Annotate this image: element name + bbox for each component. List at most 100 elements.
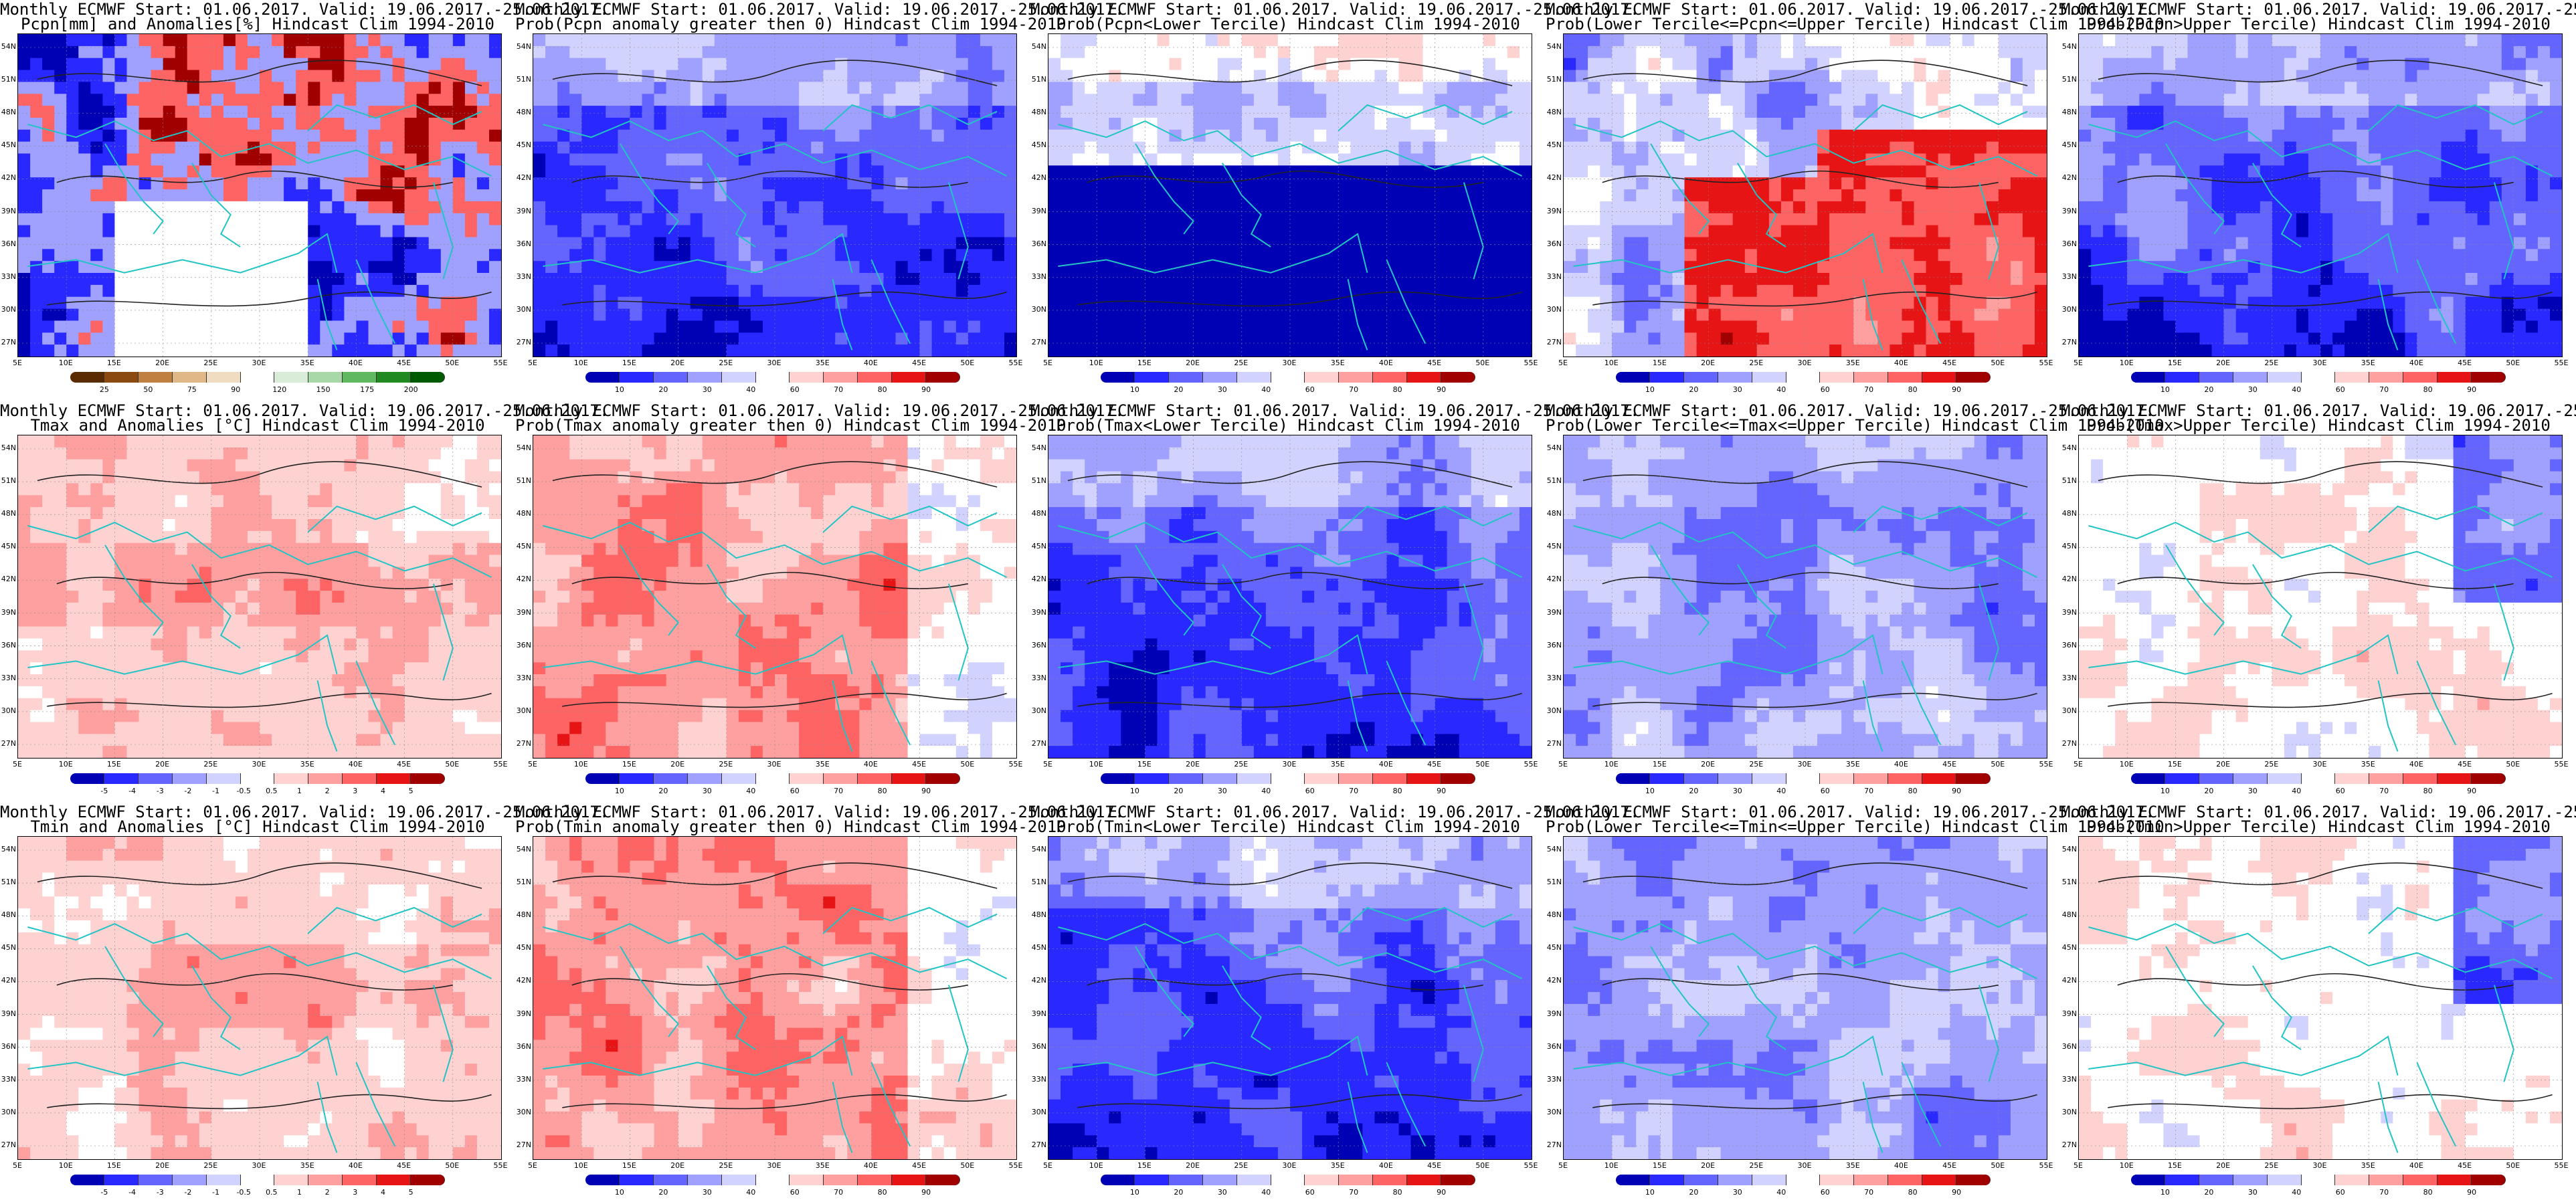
latitude-label: 30N: [1, 304, 16, 314]
colorbar-segment: [377, 1175, 411, 1185]
longitude-label: 5E: [528, 359, 537, 367]
longitude-label: 40E: [2409, 760, 2423, 769]
longitude-label: 30E: [1797, 1161, 1812, 1170]
panel-title-line-1: Monthly ECMWF Start: 01.06.2017. Valid: …: [515, 401, 1125, 420]
colorbar-segment: [2403, 1175, 2438, 1185]
panel-title-line-2: Prob(Tmin anomaly greater then 0) Hindca…: [515, 817, 1067, 836]
latitude-label: 39N: [1, 607, 16, 617]
latitude-label: 33N: [516, 673, 531, 682]
colorbar-segment: [1649, 773, 1684, 784]
colorbar-segment: [585, 773, 620, 784]
longitude-label: 45E: [2458, 359, 2472, 367]
colorbar-segment: [2301, 773, 2336, 784]
colorbar-tick-label: 60: [2335, 385, 2345, 394]
longitude-label: 50E: [2506, 359, 2520, 367]
colorbar-segment: [1373, 372, 1408, 383]
colorbar-segment: [2165, 372, 2199, 383]
latitude-label: 30N: [1, 1107, 16, 1116]
longitude-label: 15E: [1652, 1161, 1667, 1170]
longitude-label: 30E: [2312, 359, 2327, 367]
latitude-label: 51N: [1546, 878, 1562, 887]
longitude-label: 5E: [13, 760, 22, 769]
latitude-label: 42N: [1546, 976, 1562, 985]
latitude-label: 54N: [2061, 845, 2077, 854]
colorbar-tick-label: 4: [380, 1188, 385, 1197]
colorbar-tick-label: 40: [1261, 1188, 1271, 1197]
latitude-label: 48N: [2061, 108, 2077, 117]
colorbar: [70, 372, 445, 383]
colorbar-tick-label: -3: [156, 787, 164, 795]
colorbar-segment: [2233, 773, 2268, 784]
latitude-label: 54N: [1546, 443, 1562, 452]
forecast-map: [1048, 435, 1532, 759]
latitude-label: 27N: [2061, 739, 2077, 748]
longitude-label: 20E: [155, 760, 170, 769]
longitude-label: 10E: [2119, 359, 2134, 367]
latitude-label: 39N: [1031, 1009, 1046, 1018]
longitude-label: 30E: [767, 359, 781, 367]
longitude-label: 55E: [2554, 359, 2569, 367]
colorbar-segment: [687, 372, 722, 383]
colorbar-tick-label: -2: [184, 787, 192, 795]
colorbar-segment: [377, 773, 411, 784]
colorbar-tick-label: 70: [834, 787, 844, 795]
panel-title-line-1: Monthly ECMWF Start: 01.06.2017. Valid: …: [2061, 803, 2576, 821]
colorbar: [585, 372, 960, 383]
colorbar-tick-label: -2: [184, 1188, 192, 1197]
colorbar-segment: [1134, 773, 1169, 784]
longitude-label: 15E: [2167, 359, 2182, 367]
colorbar-segment: [138, 773, 173, 784]
longitude-label: 35E: [1330, 1161, 1345, 1170]
colorbar-segment: [1134, 1175, 1169, 1185]
longitude-label: 25E: [1234, 359, 1249, 367]
longitude-label: 25E: [2264, 1161, 2279, 1170]
colorbar-segment: [755, 773, 790, 784]
colorbar-tick-label: 60: [1305, 1188, 1315, 1197]
longitude-label: 25E: [2264, 760, 2279, 769]
longitude-label: 40E: [863, 760, 878, 769]
latitude-label: 51N: [516, 878, 531, 887]
forecast-panel: Monthly ECMWF Start: 01.06.2017. Valid: …: [1546, 803, 2165, 1204]
colorbar-tick-label: 90: [1952, 1188, 1962, 1197]
latitude-label: 33N: [2061, 272, 2077, 281]
colorbar-segment: [411, 372, 445, 383]
colorbar-segment: [2369, 1175, 2404, 1185]
longitude-label: 30E: [2312, 760, 2327, 769]
latitude-label: 27N: [1, 1140, 16, 1149]
colorbar-tick-label: 10: [614, 385, 624, 394]
latitude-label: 45N: [2061, 943, 2077, 952]
colorbar-segment: [206, 1175, 241, 1185]
longitude-label: 40E: [1378, 1161, 1393, 1170]
longitude-label: 20E: [1186, 1161, 1200, 1170]
colorbar-segment: [790, 372, 824, 383]
colorbar-segment: [1854, 773, 1889, 784]
map-field: [1564, 837, 2047, 1159]
latitude-label: 27N: [1546, 338, 1562, 346]
colorbar-segment: [1202, 372, 1237, 383]
forecast-map: [2078, 33, 2563, 357]
colorbar-tick-label: 75: [187, 385, 197, 394]
colorbar-segment: [1101, 1175, 1135, 1185]
colorbar-segment: [1718, 1175, 1752, 1185]
colorbar-segment: [343, 1175, 377, 1185]
colorbar-tick-label: 60: [790, 787, 800, 795]
longitude-label: 35E: [300, 760, 314, 769]
colorbar-tick-label: 60: [1305, 787, 1315, 795]
colorbar-tick-label: 80: [2423, 385, 2433, 394]
colorbar-segment: [70, 1175, 104, 1185]
longitude-label: 50E: [1475, 1161, 1490, 1170]
longitude-label: 15E: [2167, 760, 2182, 769]
colorbar-segment: [2131, 1175, 2165, 1185]
colorbar-segment: [308, 1175, 343, 1185]
latitude-label: 30N: [1031, 304, 1046, 314]
latitude-label: 54N: [516, 42, 531, 51]
longitude-label: 15E: [1137, 1161, 1152, 1170]
colorbar-segment: [1786, 1175, 1821, 1185]
colorbar: [1616, 372, 1991, 383]
colorbar-tick-label: 10: [2160, 385, 2170, 394]
colorbar-segment: [1236, 372, 1271, 383]
colorbar-tick-label: 5: [408, 1188, 413, 1197]
colorbar-tick-label: 10: [1645, 385, 1655, 394]
colorbar-tick-label: 40: [1776, 787, 1786, 795]
colorbar-segment: [2301, 372, 2336, 383]
